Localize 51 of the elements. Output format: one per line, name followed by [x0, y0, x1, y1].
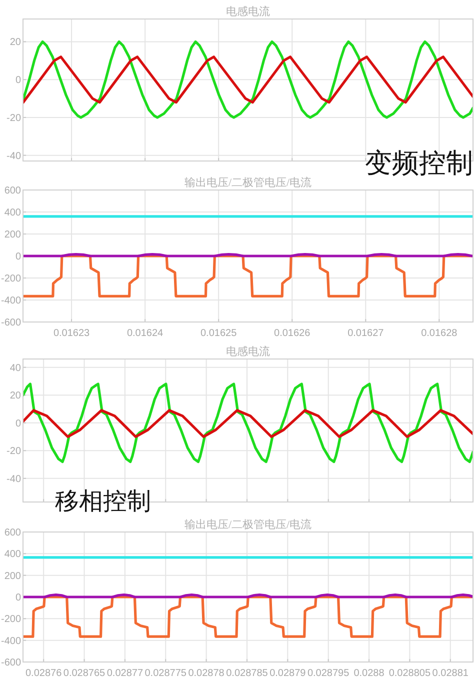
y-tick-label: 600: [4, 528, 22, 538]
line-series: [23, 40, 473, 119]
y-tick-label: 400: [4, 208, 22, 218]
y-tick-label: 0: [15, 418, 22, 430]
x-tick-label: 0.02876: [26, 668, 62, 679]
y-tick-label: 600: [4, 186, 22, 196]
x-tick-label: 0.028785: [226, 668, 268, 679]
x-tick-label: 0.02877: [106, 668, 144, 679]
line-series: [23, 382, 473, 464]
y-tick-label: -40: [6, 474, 22, 485]
y-tick-label: 400: [4, 549, 22, 560]
y-tick-label: 0: [15, 592, 22, 604]
y-tick-label: 20: [10, 37, 22, 48]
x-tick-label: 0.01625: [200, 328, 238, 339]
y-tick-label: -40: [6, 150, 22, 162]
line-series: [23, 596, 473, 638]
y-tick-label: -600: [0, 658, 22, 668]
x-tick-label: 0.028805: [388, 668, 431, 679]
x-tick-label: 0.01626: [274, 328, 311, 339]
x-tick-label: 0.02879: [270, 668, 306, 679]
x-tick-label: 0.028765: [63, 668, 106, 679]
x-tick-label: 0.028775: [144, 668, 187, 679]
y-tick-label: -200: [0, 274, 22, 284]
line-series: [23, 409, 473, 438]
y-tick-label: 200: [4, 570, 22, 582]
x-tick-label: 0.0288: [354, 668, 385, 679]
x-tick-label: 0.01628: [421, 328, 458, 339]
y-tick-label: -20: [6, 446, 22, 458]
y-tick-label: -400: [0, 636, 22, 647]
y-tick-label: 20: [10, 390, 22, 402]
y-tick-label: 0: [15, 75, 22, 86]
x-tick-label: 0.02881: [432, 668, 469, 679]
y-tick-label: -400: [0, 296, 22, 306]
y-tick-label: -200: [0, 614, 22, 626]
y-tick-label: -600: [0, 318, 22, 328]
chart-title: 输出电压/二极管电压/电流: [184, 518, 312, 531]
line-series: [23, 56, 473, 104]
x-tick-label: 0.01627: [348, 328, 384, 339]
annotation: 变频控制: [365, 148, 473, 179]
chart-title: 电感电流: [226, 5, 270, 18]
annotation: 移相控制: [55, 487, 151, 515]
x-tick-label: 0.028795: [307, 668, 350, 679]
chart-title: 输出电压/二极管电压/电流: [184, 176, 312, 189]
x-tick-label: 0.01624: [126, 328, 164, 339]
x-tick-label: 0.01623: [53, 328, 90, 339]
y-tick-label: 200: [4, 230, 22, 240]
y-tick-label: 0: [15, 252, 22, 262]
x-tick-label: 0.02878: [188, 668, 225, 679]
chart-title: 电感电流: [226, 345, 270, 358]
y-tick-label: 40: [10, 362, 22, 374]
y-tick-label: -20: [6, 112, 22, 124]
